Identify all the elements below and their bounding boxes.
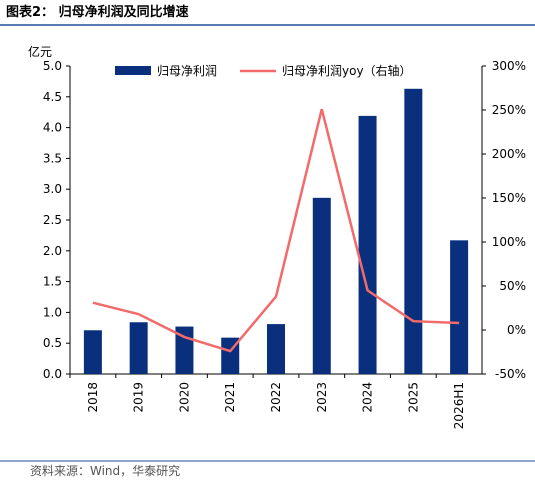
bar [267,324,285,374]
y-tick-label: 0.0 [43,367,62,381]
y2-tick-label: 250% [492,103,526,117]
y2-tick-label: 200% [492,147,526,161]
y2-tick-label: -50% [495,367,526,381]
y-tick-label: 2.5 [43,213,62,227]
x-tick-label: 2021 [223,382,237,413]
source: 资料来源：Wind，华泰研究 [30,463,180,478]
y2-tick-label: 300% [492,59,526,73]
bar [450,240,469,374]
legend-label: 归母净利润yoy（右轴） [282,63,412,78]
y-tick-label: 1.5 [43,275,62,289]
legend-label: 归母净利润 [157,64,217,78]
y-tick-label: 4.5 [43,90,62,104]
legend-swatch [115,66,151,75]
y-tick-label: 4.0 [43,121,62,135]
x-tick-label: 2022 [269,382,283,413]
y2-tick-label: 50% [499,279,526,293]
x-tick-label: 2024 [361,382,375,413]
bar [358,115,377,374]
y-axis-label: 亿元 [28,44,52,59]
line [92,108,460,353]
y-tick-label: 3.0 [43,182,62,196]
y-tick-label: 1.0 [43,305,62,319]
x-tick-label: 2026H1 [452,382,466,429]
x-tick-label: 2019 [132,382,146,413]
x-tick-label: 2020 [177,382,191,413]
x-tick-label: 2018 [86,382,100,413]
bar [83,330,102,374]
bar [312,197,331,374]
bar [404,88,423,375]
y2-tick-label: 100% [492,235,526,249]
bar [129,322,148,374]
y2-tick-label: 0% [507,323,526,337]
x-tick-label: 2023 [315,382,329,413]
y-tick-label: 2.0 [43,244,62,258]
y-tick-label: 5.0 [43,59,62,73]
title: 图表2： 归母净利润及同比增速 [6,4,189,20]
y2-tick-label: 150% [492,191,526,205]
x-tick-label: 2025 [406,382,420,413]
y-tick-label: 0.5 [43,336,62,350]
y-tick-label: 3.5 [43,151,62,165]
